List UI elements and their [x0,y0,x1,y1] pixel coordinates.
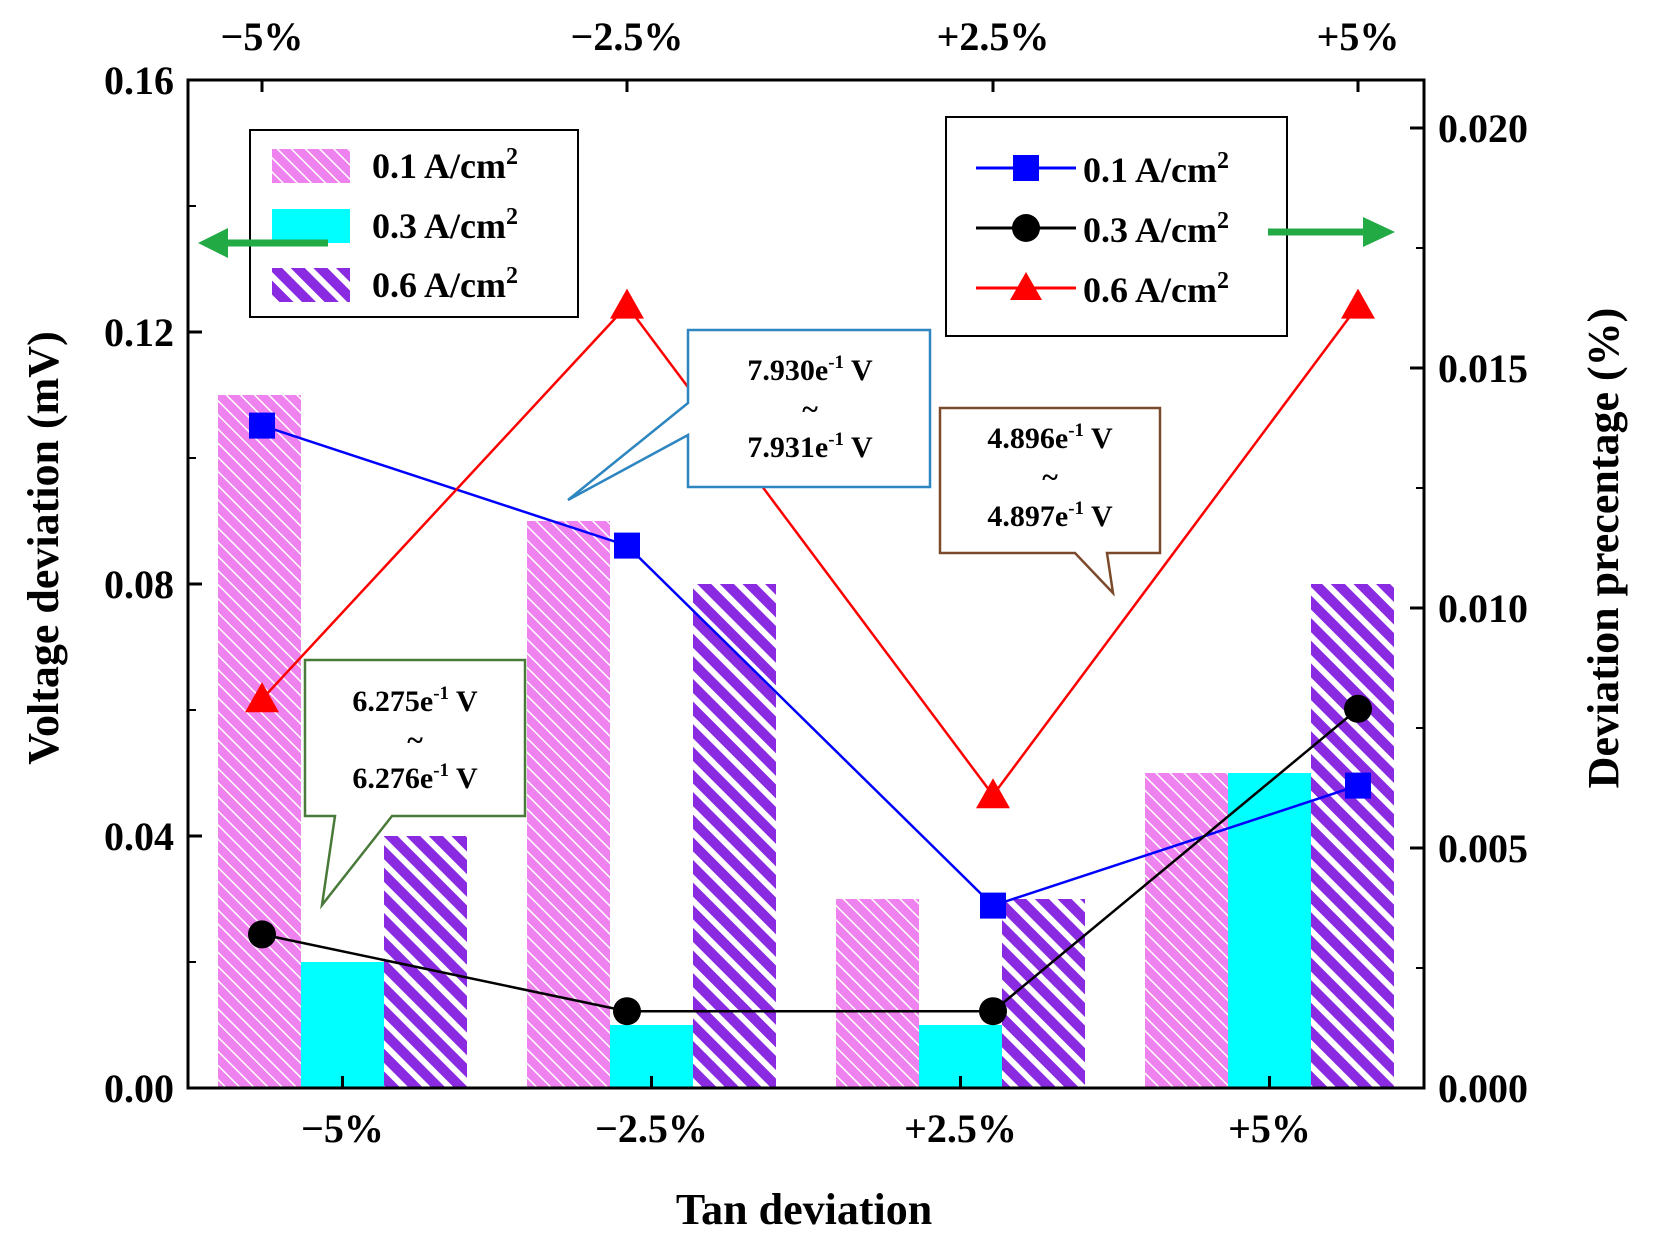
axes-layer: 0.00 0.04 0.08 0.12 0.16 0.000 0.005 0.010 0.015… [104,58,1528,1151]
marker-circle-1 [613,997,641,1026]
bar-legend-swatch-1 [272,209,350,243]
top-labels-layer: −5% −2.5% +2.5% +5% [221,14,1400,92]
marker-circle-3 [1344,694,1372,723]
marker-triangle-1 [610,288,644,319]
y-left-tick-label: 0.04 [104,814,174,859]
x-tick-label: +2.5% [904,1106,1017,1151]
y-left-tick-label: 0.12 [104,310,174,355]
bar-s0-c2 [836,899,919,1088]
marker-square-3 [1345,772,1371,799]
bar-legend: 0.1 A/cm2 0.3 A/cm2 0.6 A/cm2 [249,129,579,318]
line-2 [261,303,1360,798]
callout-minus5: 6.275e-1 V ~ 6.276e-1 V [303,658,527,910]
left-axis-arrow [198,228,328,258]
callout-minus2p5-line3: 7.931e-1 V [747,429,873,464]
callout-minus5-line1: 6.275e-1 V [352,683,478,718]
callout-plus2p5-line3: 4.897e-1 V [987,498,1113,533]
right-axis-arrow [1268,217,1395,247]
marker-triangle-0 [245,682,279,713]
lines-layer [245,288,1375,1026]
y-right-tick-label: 0.015 [1438,346,1528,391]
callout-minus5-tilde: ~ [407,724,423,757]
bar-legend-swatch-2 [272,268,350,302]
bar-legend-swatch-0 [272,149,350,183]
callout-minus2p5-tilde: ~ [802,393,818,426]
x-tick-label: −5% [301,1106,384,1151]
callout-minus5-line3: 6.276e-1 V [352,760,478,795]
x-top-tick-label: +2.5% [937,14,1050,59]
y-left-axis-title: Voltage deviation (mV) [19,331,68,764]
line-legend-marker-1 [1012,214,1040,242]
marker-square-2 [980,892,1006,919]
bar-legend-label-2: 0.6 A/cm2 [372,263,518,305]
x-axis-title: Tan deviation [676,1185,932,1234]
marker-triangle-3 [1341,288,1375,319]
callout-minus2p5-line1: 7.930e-1 V [747,352,873,387]
callout-plus2p5-line1: 4.896e-1 V [987,420,1113,455]
line-legend-label-1: 0.3 A/cm2 [1083,208,1229,250]
line-legend: 0.1 A/cm2 0.3 A/cm2 0.6 A/cm2 [945,116,1288,337]
marker-circle-2 [979,997,1007,1026]
bar-legend-label-1: 0.3 A/cm2 [372,204,518,246]
callout-plus2p5-tilde: ~ [1042,461,1058,494]
line-1 [261,707,1359,1013]
x-top-tick-label: −2.5% [571,14,684,59]
line-legend-marker-0 [1013,155,1039,181]
bar-s1-c0 [301,962,384,1088]
line-legend-label-0: 0.1 A/cm2 [1083,148,1229,190]
x-tick-label: +5% [1228,1106,1311,1151]
bar-s1-c3 [1228,773,1311,1088]
bar-s0-c1 [527,521,610,1088]
callout-plus2p5: 4.896e-1 V ~ 4.897e-1 V [938,406,1162,597]
y-left-tick-label: 0.08 [104,562,174,607]
x-tick-label: −2.5% [595,1106,708,1151]
bar-s2-c3 [1311,584,1394,1088]
marker-triangle-2 [976,778,1010,809]
marker-circle-0 [248,920,276,949]
line-legend-marker-2 [1010,272,1042,300]
marker-square-0 [249,412,275,439]
bar-legend-label-0: 0.1 A/cm2 [372,144,518,186]
y-right-tick-label: 0.010 [1438,586,1528,631]
bar-s0-c3 [1145,773,1228,1088]
bar-s0-c0 [218,395,301,1088]
y-right-tick-label: 0.000 [1438,1066,1528,1111]
marker-square-1 [614,532,640,559]
line-0 [261,424,1359,908]
callout-minus2p5: 7.930e-1 V ~ 7.931e-1 V [567,328,932,502]
y-left-tick-label: 0.16 [104,58,174,103]
bar-s2-c1 [693,584,776,1088]
x-top-tick-label: −5% [221,14,304,59]
y-right-tick-label: 0.005 [1438,826,1528,871]
y-left-tick-label: 0.00 [104,1066,174,1111]
y-right-tick-label: 0.020 [1438,106,1528,151]
x-top-tick-label: +5% [1317,14,1400,59]
line-legend-label-2: 0.6 A/cm2 [1083,268,1229,310]
y-right-axis-title: Deviation precentage (%) [1579,308,1628,789]
